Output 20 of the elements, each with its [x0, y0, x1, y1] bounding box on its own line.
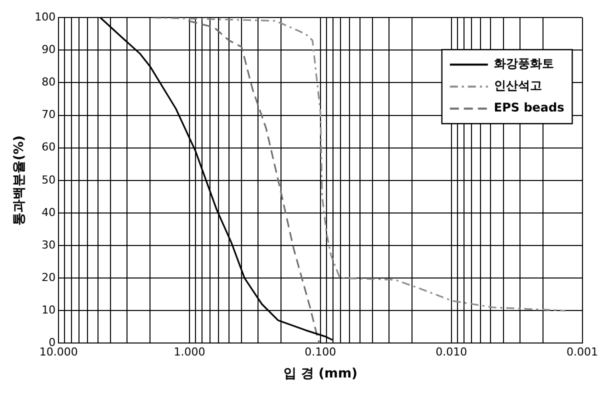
x-tick-label: 10.000: [39, 346, 78, 359]
y-tick-label: 90: [42, 43, 56, 56]
legend-label: 인산석고: [494, 78, 542, 93]
y-tick-label: 20: [42, 270, 56, 284]
y-tick-label: 30: [42, 238, 56, 252]
y-tick-label: 80: [42, 76, 56, 89]
legend-label: EPS beads: [494, 100, 564, 115]
x-tick-label: 1.000: [174, 346, 206, 359]
y-axis-title: 통과백분율(%): [12, 135, 28, 226]
y-tick-label: 10: [42, 304, 56, 316]
y-tick-label: 70: [42, 108, 56, 122]
x-axis-title: 입 경 (mm): [283, 366, 358, 382]
y-tick-label: 50: [42, 173, 56, 186]
y-tick-label: 100: [34, 10, 56, 24]
x-tick-label: 0.100: [304, 346, 336, 359]
x-tick-label: 0.001: [566, 346, 598, 359]
y-tick-label: 60: [42, 140, 56, 154]
legend-label: 화강풍화토: [494, 56, 554, 71]
y-tick-label: 40: [42, 206, 56, 219]
x-tick-label: 0.010: [436, 346, 468, 359]
